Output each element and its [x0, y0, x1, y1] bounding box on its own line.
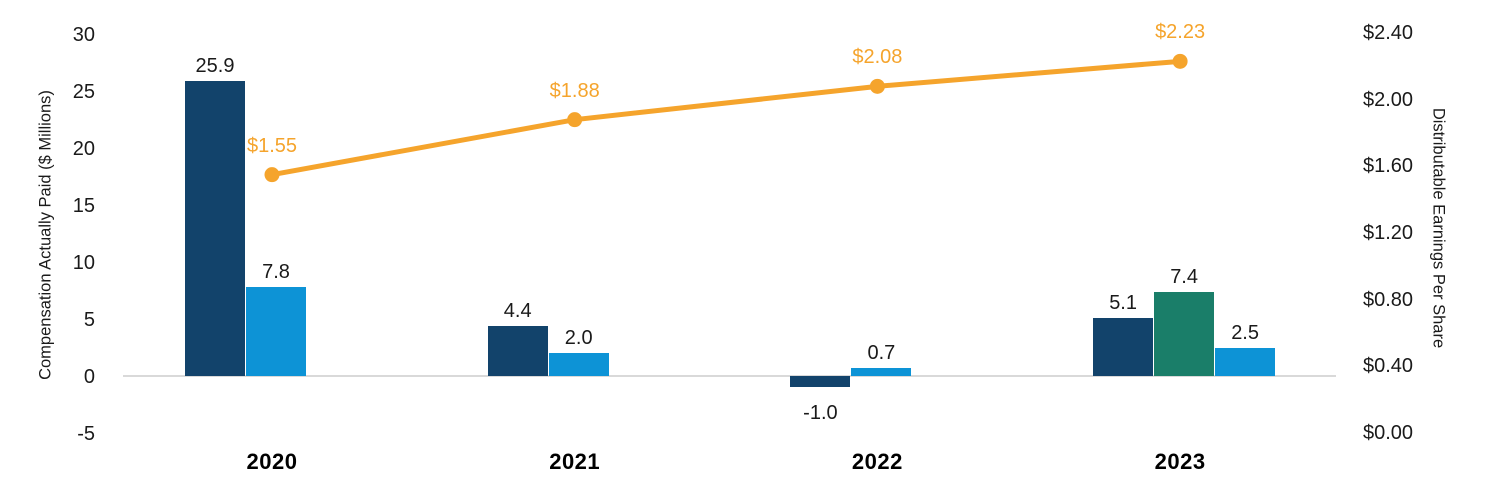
- left-axis-tick-label: -5: [77, 423, 95, 445]
- eps-point-label: $2.08: [852, 46, 903, 69]
- right-axis-title: Distributable Earnings Per Share: [1429, 107, 1448, 349]
- right-axis-tick-label: $1.60: [1363, 155, 1414, 178]
- x-axis-category-label: 2022: [851, 449, 903, 474]
- bar-2022-blue: [851, 368, 912, 376]
- bar-value-label: 5.1: [1109, 291, 1137, 314]
- eps-line-marker: [869, 78, 885, 94]
- eps-point-label: $1.55: [246, 134, 298, 157]
- bar-value-label: 2.5: [1231, 321, 1259, 344]
- bar-2021-navy: [487, 325, 548, 376]
- x-axis-category-label: 2023: [1154, 449, 1206, 474]
- right-axis-tick-label: $0.40: [1363, 355, 1414, 378]
- x-axis-category-label: 2020: [246, 449, 298, 474]
- left-axis-tick-label: 0: [83, 366, 95, 388]
- bar-value-label: 4.4: [503, 299, 532, 322]
- eps-line-marker: [1172, 53, 1188, 69]
- bar-value-label: 0.7: [867, 342, 896, 365]
- bar-2023-teal: [1154, 291, 1215, 376]
- bar-value-label: -1.0: [803, 402, 838, 425]
- bar-value-label: 2.0: [564, 327, 593, 350]
- eps-point-label: $1.88: [549, 79, 600, 102]
- right-axis-tick-label: $1.20: [1363, 221, 1414, 244]
- bar-2023-blue: [1215, 347, 1276, 376]
- bar-2020-navy: [185, 80, 245, 376]
- right-axis-tick-label: $0.80: [1363, 288, 1414, 311]
- x-axis-category-label: 2021: [549, 449, 601, 474]
- eps-line-marker: [264, 167, 280, 183]
- left-axis-tick-label: 10: [72, 252, 95, 274]
- bar-2023-navy: [1093, 317, 1154, 376]
- eps-line-marker: [567, 112, 583, 128]
- left-axis-tick-label: 20: [72, 138, 95, 160]
- bar-2021-blue: [548, 353, 609, 376]
- bar-2020-blue: [246, 287, 306, 376]
- eps-line: [269, 58, 1183, 178]
- eps-point-label: $2.23: [1155, 21, 1206, 44]
- bar-value-label: 25.9: [195, 54, 235, 77]
- bar-value-label: 7.8: [262, 261, 290, 284]
- zero-gridline: [123, 375, 1336, 377]
- left-axis-title: Compensation Actually Paid ($ Millions): [36, 90, 55, 380]
- bar-2022-navy: [790, 376, 851, 388]
- bar-value-label: 7.4: [1170, 265, 1198, 288]
- left-axis-tick-label: 25: [72, 81, 95, 103]
- right-axis-tick-label: $0.00: [1363, 422, 1414, 444]
- right-axis-tick-label: $2.40: [1363, 21, 1414, 44]
- left-axis-tick-label: 30: [72, 24, 95, 46]
- left-axis-tick-label: 5: [83, 309, 95, 331]
- left-axis-tick-label: 15: [72, 195, 95, 217]
- right-axis-tick-label: $2.00: [1363, 88, 1414, 111]
